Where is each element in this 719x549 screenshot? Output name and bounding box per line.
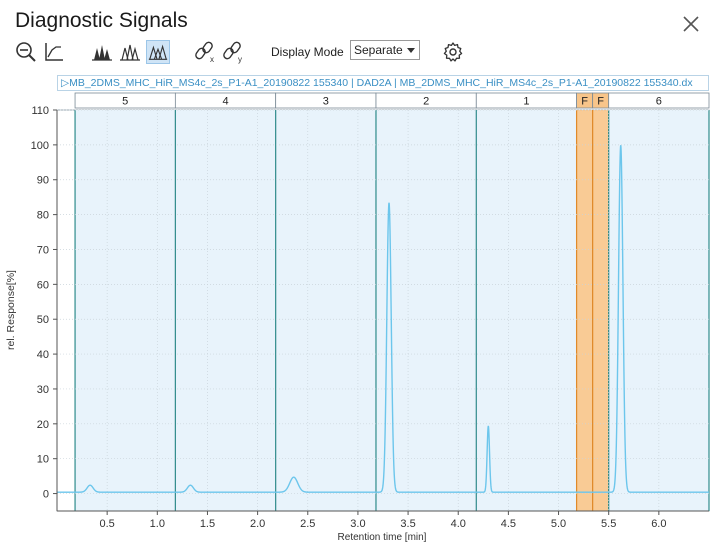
- y-tick-label: 40: [37, 349, 49, 361]
- svg-text:x: x: [210, 55, 214, 64]
- segment-region: [175, 110, 276, 511]
- segment-region: [275, 110, 376, 511]
- y-tick-label: 50: [37, 314, 49, 326]
- peaks-filled-icon[interactable]: [90, 40, 114, 64]
- y-tick-label: 60: [37, 279, 49, 291]
- segment-label: 2: [423, 96, 429, 108]
- fraction-region: [592, 110, 609, 511]
- y-tick-label: 20: [37, 419, 49, 431]
- peaks-outline-icon[interactable]: [118, 40, 142, 64]
- segment-region: [476, 110, 577, 511]
- y-tick-label: 30: [37, 384, 49, 396]
- display-mode-value: Separate: [354, 43, 403, 57]
- segment-region: [75, 110, 176, 511]
- close-icon[interactable]: [681, 14, 701, 34]
- y-axis-label: rel. Response[%]: [5, 270, 17, 350]
- x-tick-label: 4.5: [501, 518, 516, 530]
- fraction-region: [576, 110, 593, 511]
- display-mode-label: Display Mode: [271, 45, 344, 59]
- y-tick-label: 110: [31, 105, 49, 117]
- unlink-x-icon[interactable]: x: [194, 40, 218, 64]
- x-tick-label: 6.0: [651, 518, 666, 530]
- x-tick-label: 5.0: [551, 518, 566, 530]
- x-tick-label: 2.5: [300, 518, 315, 530]
- y-tick-label: 80: [37, 210, 49, 222]
- x-tick-label: 5.5: [601, 518, 616, 530]
- svg-text:y: y: [238, 55, 242, 64]
- settings-gear-icon[interactable]: [441, 40, 465, 64]
- fraction-label: F: [581, 96, 588, 108]
- x-tick-label: 2.0: [250, 518, 265, 530]
- chevron-down-icon: [407, 48, 415, 53]
- x-tick-label: 1.0: [150, 518, 165, 530]
- x-tick-label: 1.5: [200, 518, 215, 530]
- signal-trace: [57, 145, 709, 493]
- segment-label: 4: [222, 96, 228, 108]
- peaks-overlay-icon[interactable]: [146, 40, 170, 64]
- zoom-out-icon[interactable]: [14, 40, 38, 64]
- window-title: Diagnostic Signals: [15, 9, 188, 32]
- x-tick-label: 4.0: [451, 518, 466, 530]
- segment-label: 3: [323, 96, 329, 108]
- segment-label: 6: [656, 96, 662, 108]
- x-tick-label: 3.0: [350, 518, 365, 530]
- toolbar: x y Display Mode Separate: [0, 38, 719, 66]
- y-tick-label: 100: [31, 140, 49, 152]
- signal-file-label: ▷MB_2DMS_MHC_HiR_MS4c_2s_P1-A1_20190822 …: [57, 75, 709, 91]
- x-tick-label: 3.5: [400, 518, 415, 530]
- x-tick-label: 0.5: [100, 518, 115, 530]
- y-tick-label: 0: [43, 489, 49, 501]
- segment-label: 5: [122, 96, 128, 108]
- axis-scale-icon[interactable]: [42, 40, 66, 64]
- segment-header[interactable]: [608, 92, 710, 109]
- x-axis-label: Retention time [min]: [338, 532, 427, 543]
- y-tick-label: 10: [37, 454, 49, 466]
- display-mode-select[interactable]: Separate: [350, 40, 420, 60]
- unlink-y-icon[interactable]: y: [222, 40, 246, 64]
- fraction-label: F: [597, 96, 604, 108]
- y-tick-label: 90: [37, 175, 49, 187]
- segment-label: 1: [523, 96, 529, 108]
- y-tick-label: 70: [37, 244, 49, 256]
